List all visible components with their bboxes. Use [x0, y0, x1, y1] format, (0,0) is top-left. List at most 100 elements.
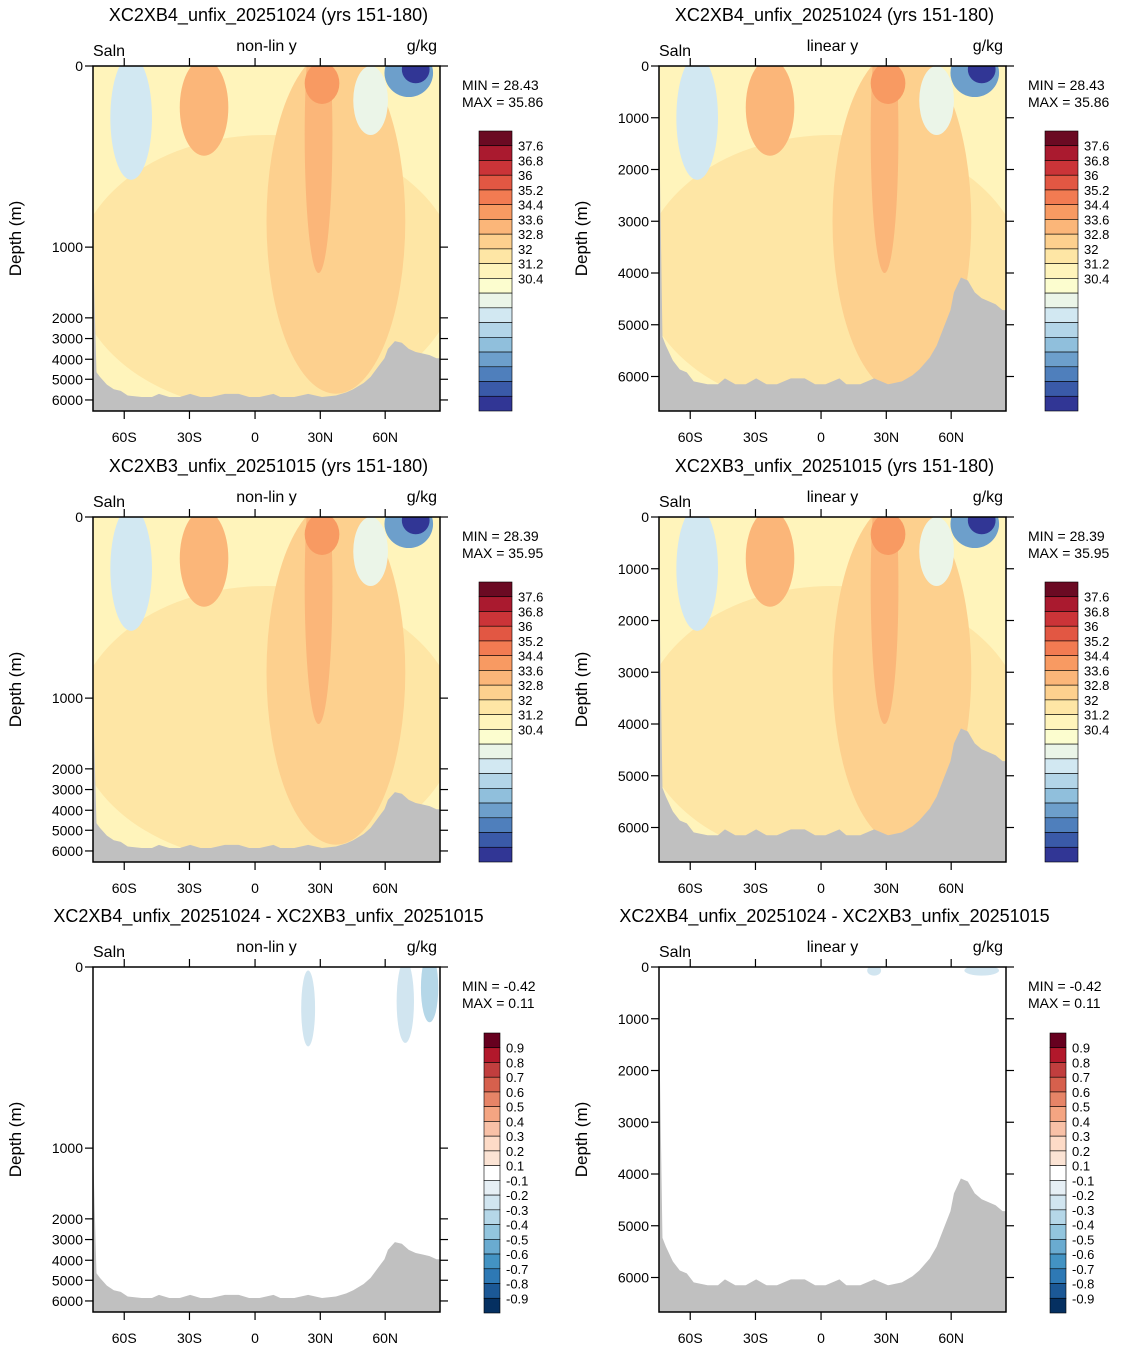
max-label: MAX = 35.86 — [462, 94, 544, 110]
x-tick-label: 0 — [817, 880, 825, 896]
y-tick-label: 4000 — [52, 802, 83, 818]
min-label: MIN = -0.42 — [462, 978, 536, 994]
chart-panel-3: XC2XB3_unfix_20251015 (yrs 151-180) Saln n… — [6, 456, 544, 896]
colorbar-swatch — [483, 1297, 501, 1314]
colorbar-label: 32.8 — [1084, 227, 1109, 242]
right-label: g/kg — [973, 939, 1003, 956]
colorbar-swatch — [483, 1076, 501, 1093]
colorbar-swatch — [483, 1150, 501, 1166]
y-axis-label: Depth (m) — [572, 652, 591, 728]
colorbar-swatch — [1044, 395, 1079, 412]
colorbar-swatch — [478, 758, 513, 774]
colorbar-swatch — [1044, 278, 1079, 294]
colorbar-label: 36.8 — [518, 153, 543, 168]
colorbar-label: 31.2 — [518, 257, 543, 272]
colorbar-label: 37.6 — [518, 590, 543, 605]
y-tick-label: 2000 — [618, 1063, 649, 1079]
colorbar-swatch — [483, 1268, 501, 1284]
colorbar-swatch — [483, 1283, 501, 1299]
x-tick-label: 60N — [938, 429, 964, 445]
colorbar-swatch — [478, 145, 513, 161]
contour-band — [401, 66, 430, 84]
colorbar-label: 0.2 — [506, 1144, 524, 1159]
colorbar-swatch — [1044, 846, 1079, 863]
colorbar-swatch — [478, 174, 513, 191]
colorbar-swatch — [1049, 1091, 1067, 1107]
colorbar-label: 30.4 — [518, 722, 543, 737]
contour-band — [967, 517, 996, 535]
colorbar-label: 33.6 — [518, 663, 543, 678]
y-tick-label: 0 — [641, 959, 649, 975]
colorbar-swatch — [478, 248, 513, 264]
colorbar-swatch — [483, 1209, 501, 1225]
contour-band — [870, 66, 906, 104]
colorbar-swatch — [1049, 1283, 1067, 1299]
colorbar-swatch — [478, 233, 513, 250]
colorbar-label: -0.5 — [1072, 1232, 1094, 1247]
contour-band — [304, 517, 333, 724]
y-tick-label: 1000 — [618, 1011, 649, 1027]
colorbar-label: -0.7 — [1072, 1262, 1094, 1277]
colorbar-swatch — [1044, 729, 1079, 745]
colorbar-label: 35.2 — [518, 183, 543, 198]
right-label: g/kg — [407, 489, 437, 506]
plot-frame — [658, 65, 1007, 412]
x-tick-label: 60S — [678, 880, 703, 896]
colorbar-swatch — [1049, 1150, 1067, 1166]
colorbar-label: 34.4 — [518, 198, 543, 213]
right-label: g/kg — [407, 38, 437, 55]
colorbar-label: -0.1 — [506, 1173, 528, 1188]
colorbar-swatch — [478, 846, 513, 863]
colorbar-swatch — [1044, 832, 1079, 848]
colorbar-label: -0.7 — [506, 1262, 528, 1277]
ocean-field — [93, 967, 440, 1312]
left-label: Saln — [659, 944, 691, 961]
colorbar-swatch — [1049, 1106, 1067, 1122]
x-tick-label: 30S — [177, 1330, 202, 1346]
colorbar-swatch — [1044, 596, 1079, 612]
colorbar-swatch — [478, 640, 513, 656]
x-tick-label: 60S — [678, 1330, 703, 1346]
y-tick-label: 5000 — [618, 1218, 649, 1234]
colorbar-swatch — [1044, 307, 1079, 323]
y-tick-label: 3000 — [618, 1114, 649, 1130]
center-label: non-lin y — [236, 939, 296, 956]
colorbar-swatch — [478, 204, 513, 220]
plot-area — [659, 66, 1006, 411]
colorbar-swatch — [1049, 1268, 1067, 1284]
max-label: MAX = 0.11 — [1028, 995, 1101, 1011]
colorbar-swatch — [478, 743, 513, 760]
colorbar-swatch — [1044, 366, 1079, 382]
y-tick-label: 6000 — [618, 1270, 649, 1286]
y-tick-label: 3000 — [618, 213, 649, 229]
colorbar-swatch — [1049, 1062, 1067, 1078]
colorbar-swatch — [483, 1135, 501, 1152]
colorbar-label: 32.8 — [1084, 678, 1109, 693]
left-label: Saln — [93, 43, 125, 60]
x-tick-label: 60N — [372, 1330, 398, 1346]
plot-frame — [658, 516, 1007, 863]
colorbar-label: 35.2 — [518, 634, 543, 649]
y-tick-label: 4000 — [52, 351, 83, 367]
colorbar-swatch — [1044, 219, 1079, 235]
x-tick-label: 60N — [938, 880, 964, 896]
colorbar-label: 0.5 — [506, 1100, 524, 1115]
colorbar-swatch — [478, 729, 513, 745]
colorbar-swatch — [478, 773, 513, 789]
colorbar-swatch — [478, 130, 513, 147]
y-tick-label: 1000 — [618, 561, 649, 577]
colorbar-label: 32.8 — [518, 227, 543, 242]
contour-band — [110, 517, 152, 631]
colorbar-swatch — [478, 611, 513, 627]
colorbar-swatch — [483, 1091, 501, 1107]
colorbar-label: 36.8 — [518, 604, 543, 619]
y-tick-label: 0 — [75, 509, 83, 525]
contour-band — [179, 517, 229, 607]
colorbar-swatch — [1044, 322, 1079, 338]
contour-band — [301, 970, 316, 1047]
x-tick-label: 60S — [112, 880, 137, 896]
plot-area — [93, 517, 440, 862]
chart-title: XC2XB3_unfix_20251015 (yrs 151-180) — [109, 456, 428, 477]
colorbar-swatch — [1044, 699, 1079, 715]
